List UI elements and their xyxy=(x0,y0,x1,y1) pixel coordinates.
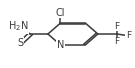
Text: F: F xyxy=(114,37,119,46)
Text: Cl: Cl xyxy=(56,8,65,18)
Text: S: S xyxy=(18,38,24,48)
Text: F: F xyxy=(114,22,119,31)
Text: N: N xyxy=(57,40,64,50)
Text: H$_2$N: H$_2$N xyxy=(8,20,28,33)
Text: F: F xyxy=(126,31,131,40)
